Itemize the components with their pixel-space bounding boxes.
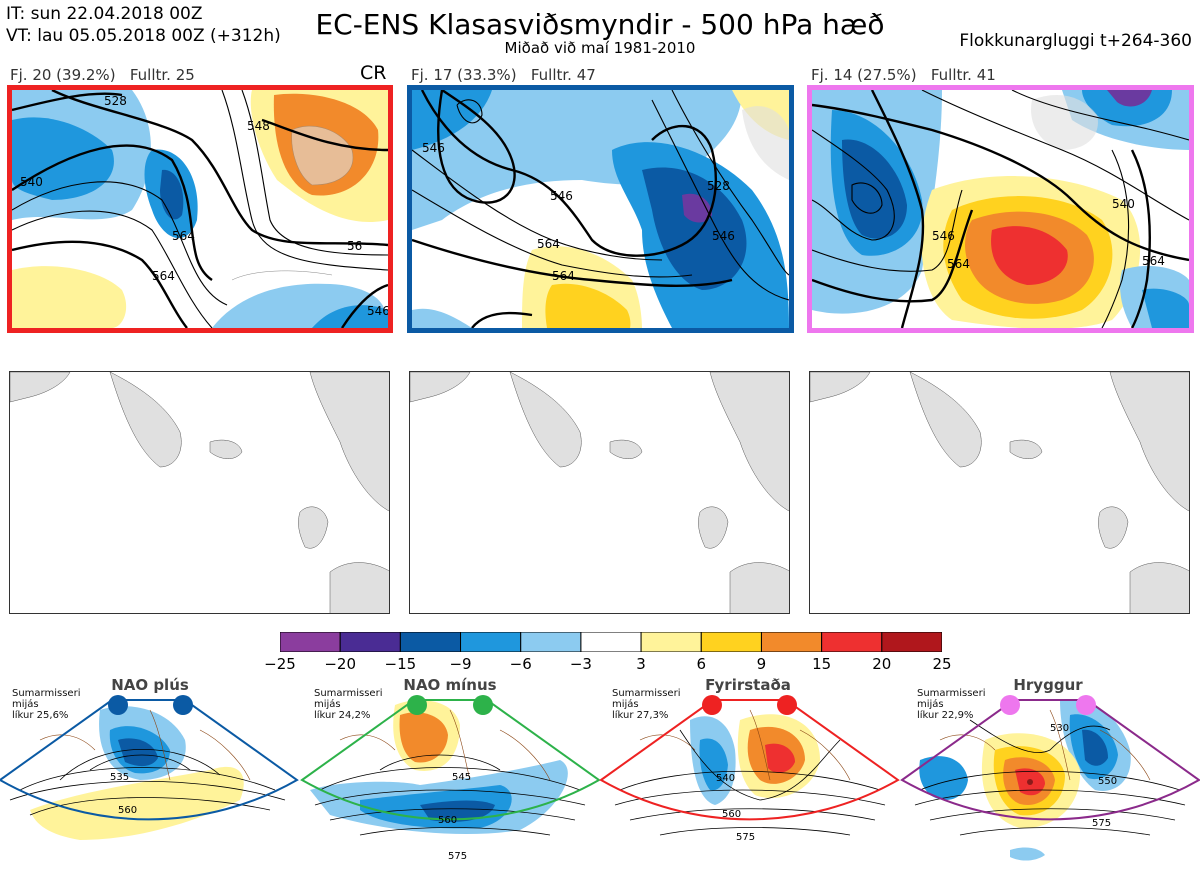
contour-label: 546 <box>367 304 388 318</box>
regime-1-dot-right <box>173 695 193 715</box>
colorbar-swatch <box>881 632 942 652</box>
contour-label: 540 <box>20 175 43 189</box>
header-times: IT: sun 22.04.2018 00Z VT: lau 05.05.201… <box>6 3 281 47</box>
colorbar-swatch <box>580 632 642 652</box>
regime-1-name: NAO plús <box>111 676 189 694</box>
colorbar-swatch <box>640 632 702 652</box>
mini-map-1 <box>9 371 390 614</box>
regime-1-info: Sumarmisseri mijás líkur 25,6% <box>12 688 81 721</box>
regime-contour-label: 535 <box>110 772 129 783</box>
colorbar-tick-label: 6 <box>696 655 707 673</box>
initial-time: IT: sun 22.04.2018 00Z <box>6 4 203 24</box>
colorbar-swatch <box>460 632 522 652</box>
regime-1-dot-left <box>108 695 128 715</box>
regime-contour-label: 540 <box>716 773 735 784</box>
colorbar-swatch <box>520 632 582 652</box>
regime-3-info: Sumarmisseri mijás líkur 27,3% <box>612 688 681 721</box>
contour-label: 528 <box>104 94 127 108</box>
mini-map-3 <box>809 371 1190 614</box>
regime-4-info: Sumarmisseri mijás líkur 22,9% <box>917 688 986 721</box>
contour-label: 546 <box>712 229 735 243</box>
colorbar-tick-label: −9 <box>449 655 472 673</box>
page-title: EC-ENS Klasasviðsmyndir - 500 hPa hæð <box>315 8 885 41</box>
regime-3-dot-right <box>777 695 797 715</box>
contour-label: 56 <box>347 239 362 253</box>
cluster-2-map: 546 546 564 528 564 546 <box>407 85 794 333</box>
contour-label: 548 <box>247 119 270 133</box>
regime-4-name: Hryggur <box>1013 676 1083 694</box>
contour-label: 540 <box>1112 197 1135 211</box>
regime-contour-label: 575 <box>736 832 755 843</box>
contour-label: 564 <box>1142 254 1165 268</box>
regime-fan-nao-minus: 545 560 575 <box>300 699 601 862</box>
contour-label: 564 <box>537 237 560 251</box>
regime-contour-label: 560 <box>438 815 457 826</box>
mini-map-2 <box>409 371 790 614</box>
anomaly-colorbar <box>280 632 942 652</box>
classification-window: Flokkunargluggi t+264-360 <box>959 31 1192 51</box>
regime-contour-label: 560 <box>118 805 137 816</box>
colorbar-tick-label: 20 <box>872 655 892 673</box>
regime-2-info: Sumarmisseri mijás líkur 24,2% <box>314 688 383 721</box>
regime-contour-label: 545 <box>452 772 471 783</box>
colorbar-tick-label: −6 <box>509 655 532 673</box>
colorbar-swatch <box>280 632 341 652</box>
regime-contour-label: 575 <box>448 851 467 862</box>
contour-label: 564 <box>172 229 195 243</box>
regime-3-dot-left <box>702 695 722 715</box>
regime-fan-fyrirstada: 540 560 575 <box>599 699 900 843</box>
colorbar-tick-label: 9 <box>756 655 767 673</box>
colorbar-swatch <box>399 632 462 652</box>
cluster-1-tag: CR <box>360 62 387 84</box>
contour-label: 546 <box>932 229 955 243</box>
regime-contour-label: 550 <box>1098 776 1117 787</box>
colorbar-tick-label: 15 <box>812 655 832 673</box>
colorbar-tick-label: 3 <box>636 655 646 673</box>
regime-fan-nao-plus: 535 560 <box>0 699 299 840</box>
regime-2-dot-left <box>407 695 427 715</box>
contour-label: 564 <box>152 269 175 283</box>
contour-label: 564 <box>552 269 575 283</box>
contour-label: 546 <box>422 141 445 155</box>
colorbar-swatch <box>821 632 883 652</box>
colorbar-tick-label: −20 <box>324 655 356 673</box>
colorbar-tick-label: −25 <box>264 655 296 673</box>
cluster-1-label: Fj. 20 (39.2%) Fulltr. 25 <box>10 66 195 84</box>
colorbar-swatch <box>700 632 762 652</box>
regime-fans: 535 560 545 560 575 540 560 <box>0 695 1200 862</box>
page-subtitle: Miðað við maí 1981-2010 <box>504 39 696 57</box>
regime-2-name: NAO mínus <box>403 676 497 694</box>
regime-contour-label: 560 <box>722 809 741 820</box>
contour-label: 546 <box>550 189 573 203</box>
valid-time: VT: lau 05.05.2018 00Z (+312h) <box>6 26 281 46</box>
contour-label: 528 <box>707 179 730 193</box>
colorbar-swatch <box>760 632 823 652</box>
cluster-1-map: 528 540 548 564 564 56 546 <box>7 85 393 333</box>
regime-3-name: Fyrirstaða <box>705 676 791 694</box>
colorbar-tick-label: −3 <box>569 655 592 673</box>
cluster-3-map: 540 546 564 564 <box>807 85 1194 333</box>
contour-label: 564 <box>947 257 970 271</box>
colorbar-tick-label: −15 <box>384 655 417 673</box>
regime-contour-label: 575 <box>1092 818 1111 829</box>
regime-fan-hryggur: 530 550 575 <box>900 699 1200 861</box>
cluster-2-label: Fj. 17 (33.3%) Fulltr. 47 <box>411 66 596 84</box>
regime-4-dot-right <box>1076 695 1096 715</box>
cluster-3-label: Fj. 14 (27.5%) Fulltr. 41 <box>811 66 996 84</box>
regime-2-dot-right <box>473 695 493 715</box>
regime-4-dot-left <box>1000 695 1020 715</box>
colorbar-swatch <box>339 632 401 652</box>
regime-contour-label: 530 <box>1050 723 1069 734</box>
colorbar-tick-label: 25 <box>932 655 952 673</box>
